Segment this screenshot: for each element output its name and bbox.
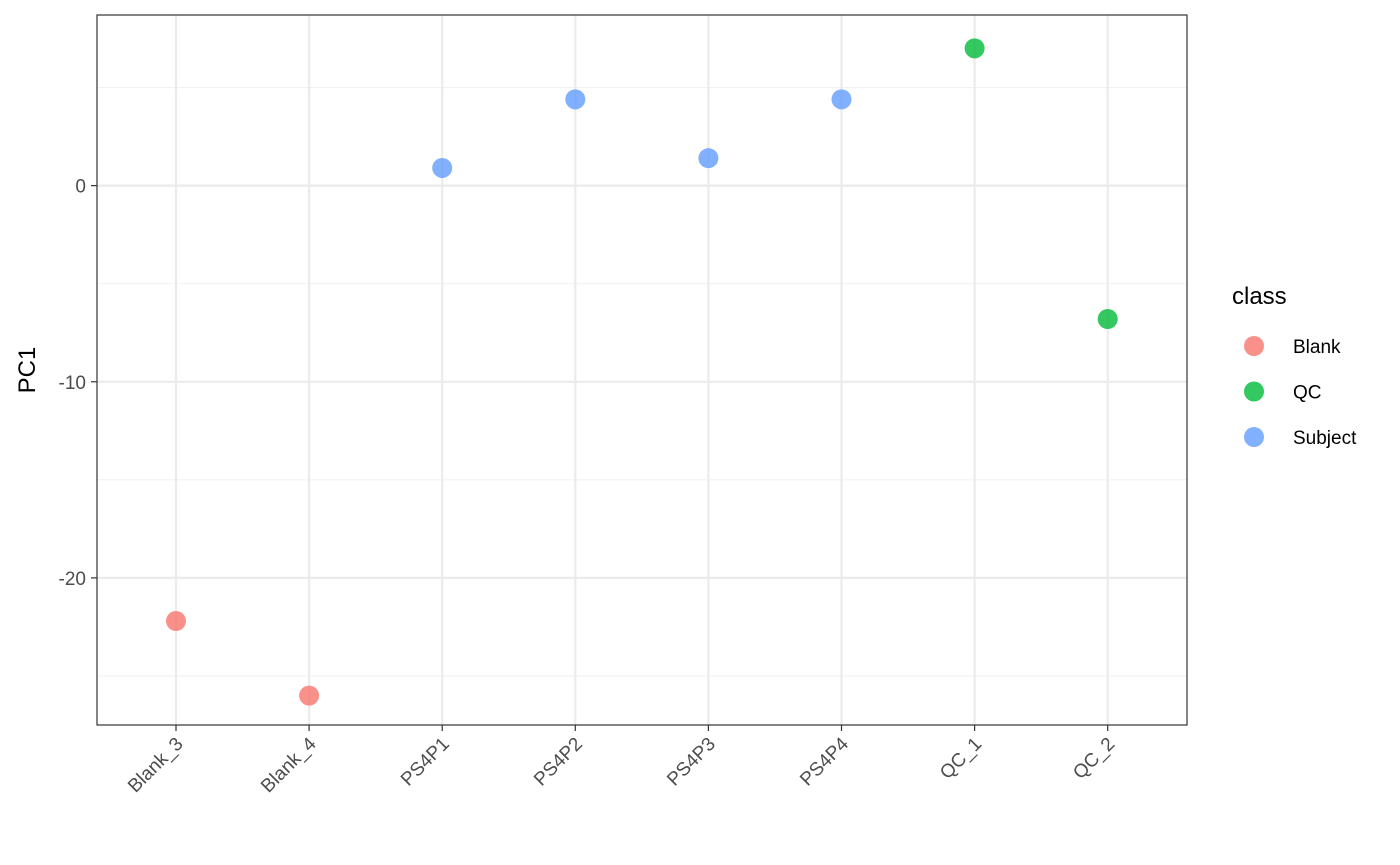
data-points: [166, 38, 1118, 706]
data-point-qc-1: [964, 38, 985, 59]
y-axis-title: PC1: [14, 347, 41, 394]
data-point-qc-2: [1097, 309, 1118, 330]
legend-label-qc: QC: [1293, 383, 1322, 404]
legend-label-blank: Blank: [1293, 337, 1341, 358]
legend-key-blank: [1244, 336, 1264, 356]
data-point-ps4p3: [698, 148, 719, 169]
data-point-ps4p2: [565, 89, 586, 110]
plot-border: [96, 14, 1188, 726]
data-point-ps4p1: [432, 157, 453, 178]
plot-panel: [97, 15, 1187, 725]
y-axis: 0 -10 -20: [59, 177, 97, 590]
legend-label-subject: Subject: [1293, 428, 1357, 449]
legend-key-subject: [1244, 427, 1264, 447]
legend-title: class: [1232, 283, 1287, 310]
data-point-blank-3: [166, 611, 186, 632]
y-tick-label: 0: [75, 177, 86, 198]
y-tick-label: -10: [59, 373, 86, 394]
grid-lines: [97, 15, 1187, 725]
y-tick-label: -20: [59, 569, 86, 590]
legend-key-qc: [1244, 381, 1264, 402]
legend: class Blank QC Subject: [1232, 283, 1357, 449]
data-point-blank-4: [299, 685, 320, 706]
data-point-ps4p4: [831, 89, 852, 110]
